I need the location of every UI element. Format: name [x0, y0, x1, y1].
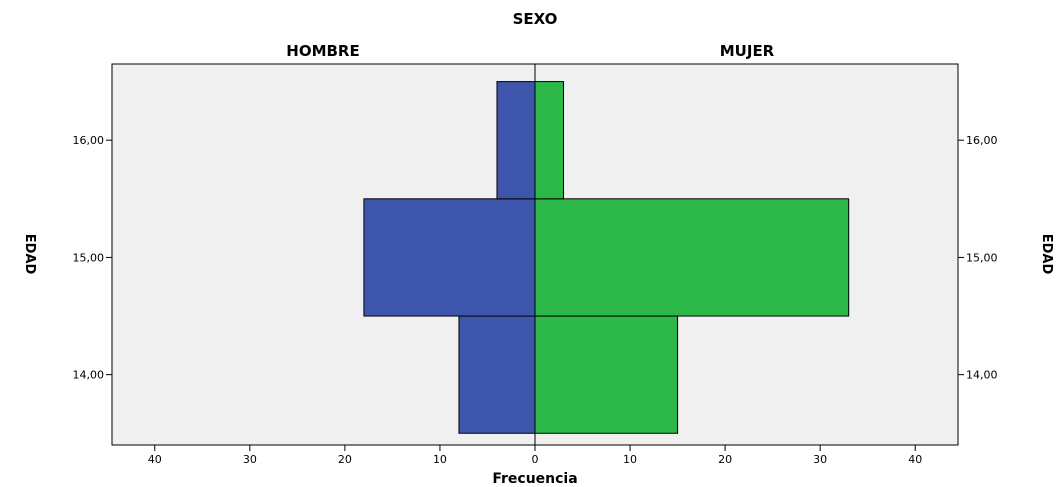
y-tick-label-left: 14,00	[73, 369, 105, 382]
bar-mujer-16-00	[534, 81, 565, 200]
y-tick-label-left: 15,00	[73, 251, 105, 264]
y-axis-label-right: EDAD	[1039, 234, 1054, 275]
x-tick-label-right: 10	[623, 453, 637, 466]
chart-title: SEXO	[513, 10, 558, 28]
panel-label-hombre: HOMBRE	[286, 42, 359, 60]
x-axis-label: Frecuencia	[492, 471, 577, 487]
y-ticks-layer: 14,00 14,00 15,00 15,00 16,00 16,00	[73, 134, 998, 381]
y-tick-label-right: 16,00	[966, 134, 998, 147]
x-tick-label-left: 0	[532, 453, 539, 466]
x-tick-label-right: 40	[908, 453, 922, 466]
x-tick-label-left: 20	[338, 453, 352, 466]
y-axis-label-left: EDAD	[22, 234, 37, 275]
x-tick-label-right: 30	[813, 453, 827, 466]
y-tick-label-right: 14,00	[966, 369, 998, 382]
bar-mujer-14-00	[534, 315, 679, 434]
x-tick-label-left: 30	[243, 453, 257, 466]
x-tick-label-left: 40	[148, 453, 162, 466]
x-tick-label-left: 10	[433, 453, 447, 466]
bar-hombre-15-00	[363, 198, 536, 317]
bar-hombre-16-00	[496, 81, 536, 200]
x-tick-label-right: 20	[718, 453, 732, 466]
bar-hombre-14-00	[458, 315, 536, 434]
bar-mujer-15-00	[534, 198, 850, 317]
y-tick-label-left: 16,00	[73, 134, 105, 147]
x-ticks-layer: 40 30 20 10 0 10 20 30 40	[148, 445, 922, 466]
panel-label-mujer: MUJER	[720, 42, 775, 60]
bars-layer	[363, 81, 850, 434]
y-tick-label-right: 15,00	[966, 251, 998, 264]
